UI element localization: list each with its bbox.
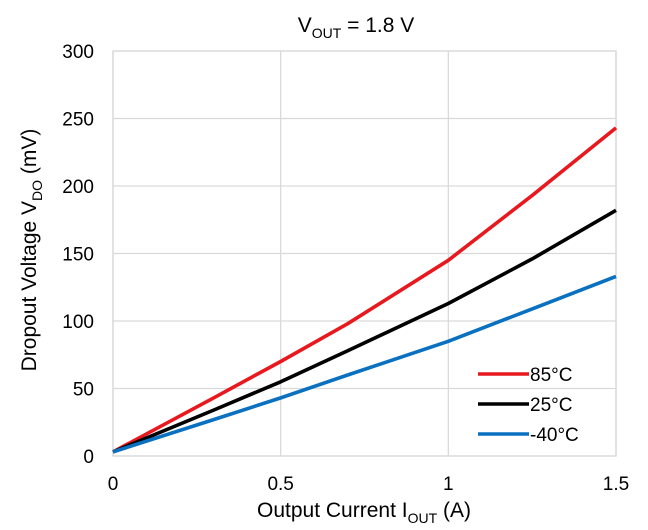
series-line [112, 208, 617, 454]
legend-label: 85°C [530, 365, 572, 386]
y-tick-label: 250 [62, 110, 94, 131]
x-tick-label: 0 [108, 474, 119, 495]
x-tick-label: 0.5 [267, 474, 293, 495]
series-line [112, 274, 617, 454]
legend: 85°C 25°C -40°C [478, 365, 579, 446]
y-tick-label: 150 [62, 245, 94, 266]
series-line [112, 126, 618, 454]
plot-area-border [112, 50, 617, 457]
y-tick-label: 300 [62, 42, 94, 63]
x-tick-label: 1 [443, 474, 454, 495]
chart-title: VOUT = 1.8 V [298, 14, 415, 41]
legend-label: 25°C [530, 395, 572, 416]
x-tick-label: 1.5 [603, 474, 629, 495]
y-tick-label: 50 [73, 380, 94, 401]
y-tick-label: 100 [62, 312, 94, 333]
y-tick-label: 0 [83, 447, 94, 468]
x-tick-labels: 0 0.5 1 1.5 [108, 474, 630, 495]
legend-label: -40°C [530, 425, 579, 446]
y-axis-title: Dropout Voltage VDO (mV) [18, 129, 45, 372]
y-tick-labels: 0 50 100 150 200 250 300 [62, 42, 94, 468]
plot-frame [112, 50, 617, 457]
x-axis-title: Output Current IOUT (A) [257, 499, 471, 526]
series-lines [112, 126, 618, 454]
y-tick-label: 200 [62, 177, 94, 198]
